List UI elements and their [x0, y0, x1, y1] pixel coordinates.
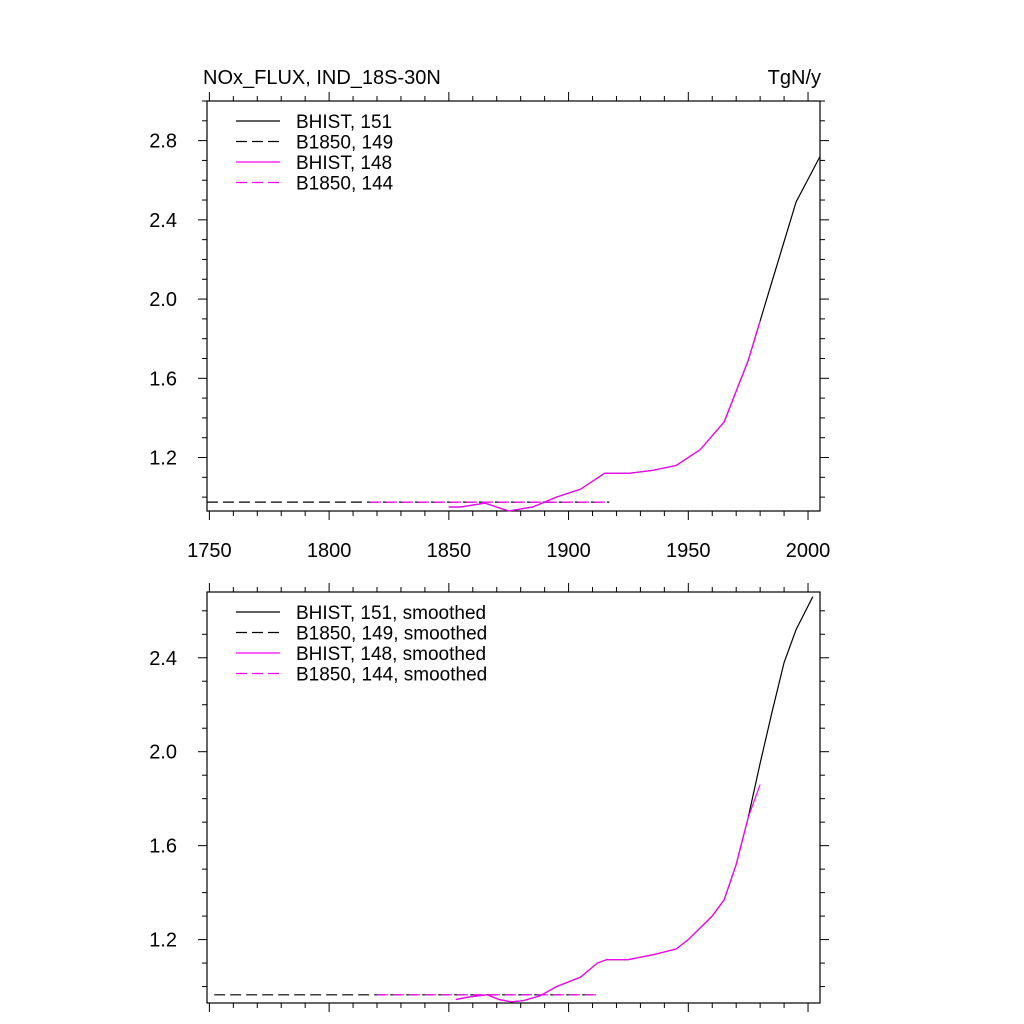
legend-label: BHIST, 151, smoothed — [296, 603, 486, 624]
plot-frame — [206, 100, 821, 512]
y-tick-label: 1.6 — [149, 836, 177, 858]
legend-label: B1850, 149 — [296, 133, 393, 154]
series-line-2 — [455, 784, 761, 1003]
y-tick-label: 2.4 — [149, 210, 177, 232]
legend-label: B1850, 144, smoothed — [296, 665, 487, 686]
legend-label: BHIST, 148 — [296, 153, 392, 174]
x-tick-label: 2000 — [786, 540, 831, 562]
x-tick-label: 1900 — [546, 540, 591, 562]
legend-label: BHIST, 151 — [296, 112, 392, 133]
legend-label: B1850, 149, smoothed — [296, 624, 487, 645]
y-tick-label: 2.0 — [149, 742, 177, 764]
x-tick-label: 1800 — [307, 540, 352, 562]
y-tick-label: 2.8 — [149, 131, 177, 153]
x-tick-label: 1950 — [666, 540, 711, 562]
y-tick-label: 1.6 — [149, 368, 177, 390]
series-line-0 — [448, 156, 821, 512]
top-panel: 1750 1800 1850 1900 1950 2000 1.2 1.6 2.0 2.4 2.8 B… — [149, 92, 830, 562]
chart-units-label: TgN/y — [768, 67, 821, 89]
legend-label: B1850, 144 — [296, 174, 394, 195]
x-tick-label: 1850 — [427, 540, 472, 562]
y-tick-label: 2.0 — [149, 289, 177, 311]
plot-frame — [206, 591, 821, 1004]
y-tick-label: 2.4 — [149, 648, 177, 670]
series-line-2 — [448, 320, 761, 512]
y-tick-label: 1.2 — [149, 930, 177, 952]
y-tick-label: 1.2 — [149, 448, 177, 470]
series-line-0 — [455, 596, 814, 1003]
x-tick-label: 1750 — [187, 540, 232, 562]
legend-label: BHIST, 148, smoothed — [296, 644, 486, 665]
chart-title-left: NOx_FLUX, IND_18S-30N — [203, 67, 441, 89]
